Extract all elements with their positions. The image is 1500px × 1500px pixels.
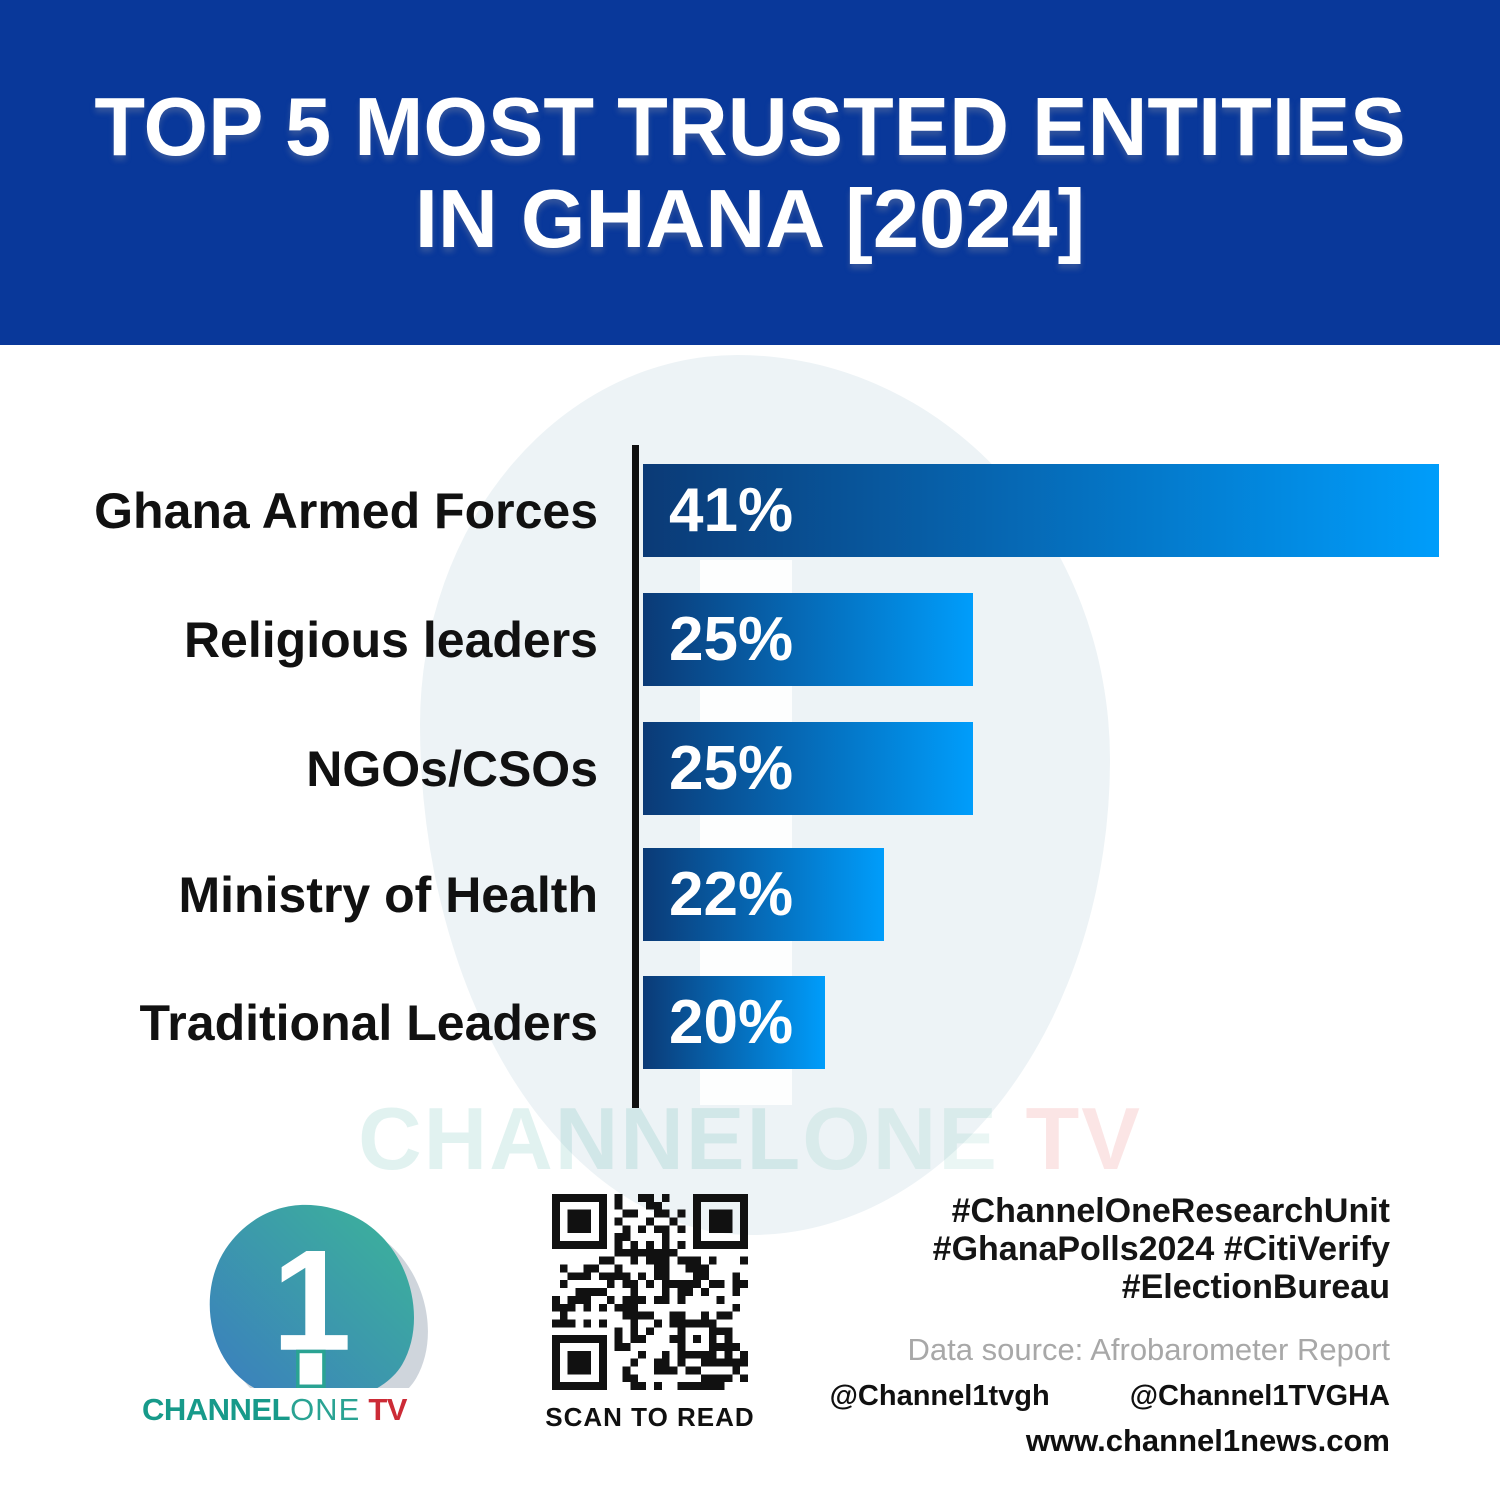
channel-one-text-watermark: CHANNELONE TV	[0, 1088, 1500, 1190]
chart-row: Ministry of Health 22%	[0, 848, 1500, 941]
logo-word-tv: TV	[360, 1392, 407, 1427]
page-title-line1: TOP 5 MOST TRUSTED ENTITIES	[94, 80, 1406, 174]
chart-row: NGOs/CSOs 25%	[0, 722, 1500, 815]
watermark-channel: CHANNEL	[358, 1089, 803, 1188]
bar-value-label: 41%	[669, 476, 794, 545]
qr-code-pattern	[552, 1194, 748, 1390]
bar-ngos-csos: 25%	[643, 722, 973, 815]
category-label: NGOs/CSOs	[306, 740, 598, 797]
hashtag-line3: #ElectionBureau	[1121, 1268, 1390, 1306]
category-label: Ghana Armed Forces	[94, 482, 598, 539]
logo-word-one: ONE	[290, 1392, 361, 1427]
chart-axis-line	[632, 445, 639, 1108]
page-title-line2: IN GHANA [2024]	[414, 171, 1086, 265]
hashtags: #ChannelOneResearchUnit #GhanaPolls2024 …	[810, 1192, 1390, 1306]
logo-numeral-tail	[296, 1349, 326, 1388]
qr-caption: SCAN TO READ	[545, 1402, 755, 1432]
bar-value-label: 25%	[669, 734, 794, 803]
social-row: f ♪ @Channel1tvgh	[810, 1378, 1390, 1415]
chart-row: Ghana Armed Forces 41%	[0, 464, 1500, 557]
watermark-one: ONE	[802, 1089, 999, 1188]
bar-ministry-of-health: 22%	[643, 848, 884, 941]
bar-traditional-leaders: 20%	[643, 976, 825, 1069]
bar-value-label: 22%	[669, 860, 794, 929]
website-url: www.channel1news.com	[1025, 1423, 1390, 1458]
chart-row: Religious leaders 25%	[0, 593, 1500, 686]
hashtag-line1: #ChannelOneResearchUnit	[951, 1192, 1390, 1230]
social-handle-main: @Channel1tvgh	[829, 1380, 1050, 1412]
chart-row: Traditional Leaders 20%	[0, 976, 1500, 1069]
footer-right-block: #ChannelOneResearchUnit #GhanaPolls2024 …	[810, 1192, 1390, 1459]
social-handle-x: @Channel1TVGHA	[1129, 1380, 1390, 1412]
logo-wordmark: CHANNELONE TV	[142, 1392, 542, 1428]
category-label: Ministry of Health	[178, 866, 598, 923]
header-banner: TOP 5 MOST TRUSTED ENTITIES IN GHANA [20…	[0, 0, 1500, 345]
footer: 1 CHANNELONE TV SCAN TO READ #ChannelOne…	[0, 1180, 1500, 1500]
category-label: Religious leaders	[183, 611, 598, 668]
hashtag-line2: #GhanaPolls2024 #CitiVerify	[932, 1230, 1390, 1268]
channel-one-logo: 1	[209, 1204, 428, 1388]
logo-pebble	[209, 1204, 414, 1388]
category-label: Traditional Leaders	[139, 994, 598, 1051]
bar-value-label: 25%	[669, 605, 794, 674]
bar-value-label: 20%	[669, 988, 794, 1057]
logo-word-channel: CHANNEL	[142, 1392, 291, 1427]
watermark-tv: TV	[999, 1089, 1142, 1188]
bar-ghana-armed-forces: 41%	[643, 464, 1439, 557]
bar-religious-leaders: 25%	[643, 593, 973, 686]
bar-chart: Ghana Armed Forces 41% Religious leaders…	[0, 445, 1500, 1108]
qr-code	[552, 1194, 748, 1390]
data-source-note: Data source: Afrobarometer Report	[907, 1332, 1390, 1367]
